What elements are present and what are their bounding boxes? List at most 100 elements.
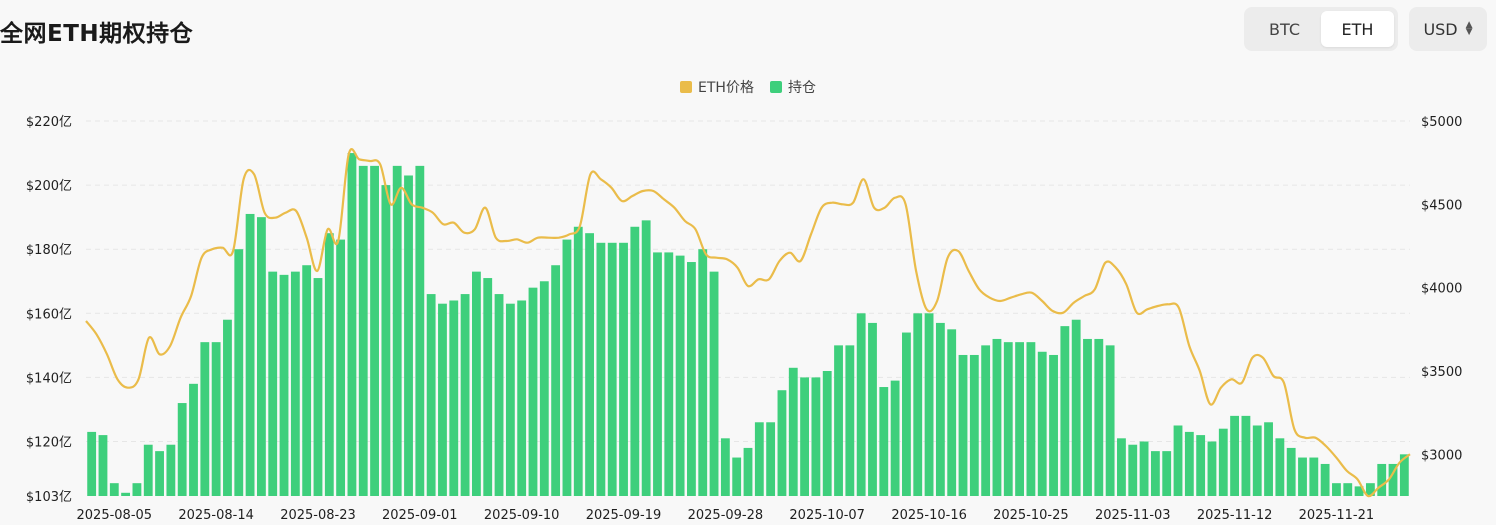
oi-bar[interactable] <box>290 271 300 496</box>
oi-bar[interactable] <box>245 213 255 496</box>
oi-bar[interactable] <box>653 252 662 496</box>
currency-select[interactable]: USD ▲ ▼ <box>1409 7 1487 51</box>
oi-bar[interactable] <box>528 287 538 496</box>
oi-bar[interactable] <box>1128 444 1138 496</box>
oi-bar[interactable] <box>1298 457 1307 496</box>
oi-bar[interactable] <box>902 332 911 496</box>
oi-bar[interactable] <box>596 242 606 496</box>
oi-bar[interactable] <box>1252 425 1262 496</box>
oi-bar[interactable] <box>539 281 549 496</box>
oi-bar[interactable] <box>358 165 368 496</box>
oi-bar[interactable] <box>381 185 391 496</box>
oi-bar[interactable] <box>890 380 900 496</box>
oi-bar[interactable] <box>494 294 504 496</box>
oi-bar[interactable] <box>1071 319 1081 496</box>
oi-bar[interactable] <box>87 431 97 496</box>
oi-bar[interactable] <box>1377 463 1387 496</box>
oi-bar[interactable] <box>1230 415 1240 496</box>
oi-bar[interactable] <box>347 153 357 497</box>
oi-bar[interactable] <box>1286 447 1296 496</box>
oi-bar[interactable] <box>992 338 1002 496</box>
oi-bar[interactable] <box>720 438 730 496</box>
oi-bar[interactable] <box>211 342 221 496</box>
oi-bar[interactable] <box>619 242 628 496</box>
oi-bar[interactable] <box>1275 438 1285 496</box>
oi-bar[interactable] <box>505 303 515 496</box>
oi-bar[interactable] <box>1117 438 1126 496</box>
oi-bar[interactable] <box>1094 338 1104 496</box>
oi-bar[interactable] <box>155 451 164 496</box>
oi-bar[interactable] <box>392 165 402 496</box>
oi-bar[interactable] <box>664 252 674 496</box>
oi-bar[interactable] <box>1173 425 1183 496</box>
oi-bar[interactable] <box>969 354 979 496</box>
legend-item-oi[interactable]: 持仓 <box>769 77 816 97</box>
oi-bar[interactable] <box>1309 457 1319 496</box>
oi-bar[interactable] <box>1150 451 1160 496</box>
oi-bar[interactable] <box>607 242 617 496</box>
oi-bar[interactable] <box>754 422 764 496</box>
oi-bar[interactable] <box>438 303 447 496</box>
oi-bar[interactable] <box>1049 354 1058 496</box>
oi-bar[interactable] <box>256 217 266 496</box>
oi-bar[interactable] <box>868 322 877 496</box>
oi-bar[interactable] <box>166 444 176 496</box>
oi-bar[interactable] <box>336 239 346 496</box>
oi-bar[interactable] <box>1184 431 1194 496</box>
oi-bar[interactable] <box>1354 486 1364 496</box>
oi-bar[interactable] <box>675 255 685 496</box>
oi-bar[interactable] <box>1388 463 1398 496</box>
oi-bar[interactable] <box>766 422 776 496</box>
oi-bar[interactable] <box>562 239 572 496</box>
oi-bar[interactable] <box>1320 463 1330 496</box>
oi-bar[interactable] <box>1241 415 1251 496</box>
oi-bar[interactable] <box>472 271 481 496</box>
oi-bar[interactable] <box>324 233 334 496</box>
oi-bar[interactable] <box>834 345 843 496</box>
oi-bar[interactable] <box>121 492 131 496</box>
oi-bar[interactable] <box>1060 326 1070 496</box>
oi-bar[interactable] <box>1105 345 1115 496</box>
oi-bar[interactable] <box>958 354 968 496</box>
oi-bar[interactable] <box>641 220 651 497</box>
oi-bar[interactable] <box>573 226 583 496</box>
oi-bar[interactable] <box>743 447 753 496</box>
oi-bar[interactable] <box>279 274 289 496</box>
oi-bar[interactable] <box>1399 454 1409 496</box>
oi-bar[interactable] <box>709 271 719 496</box>
oi-bar[interactable] <box>132 483 142 496</box>
oi-bar[interactable] <box>1264 422 1273 496</box>
oi-bar[interactable] <box>981 345 991 496</box>
oi-bar[interactable] <box>1218 428 1228 496</box>
tab-btc[interactable]: BTC <box>1269 19 1300 39</box>
legend-item-price[interactable]: ETH价格 <box>680 77 754 97</box>
oi-bar[interactable] <box>698 249 708 496</box>
oi-bar[interactable] <box>1003 342 1013 496</box>
oi-bar[interactable] <box>143 444 153 496</box>
oi-bar[interactable] <box>1196 435 1206 496</box>
oi-bar[interactable] <box>1343 483 1353 496</box>
oi-bar[interactable] <box>460 294 470 496</box>
oi-bar[interactable] <box>856 313 866 496</box>
oi-bar[interactable] <box>517 300 527 496</box>
oi-bar[interactable] <box>1139 441 1149 496</box>
oi-bar[interactable] <box>585 233 594 496</box>
oi-bar[interactable] <box>935 322 945 496</box>
oi-bar[interactable] <box>822 371 832 496</box>
oi-bar[interactable] <box>1037 351 1047 496</box>
oi-bar[interactable] <box>1015 342 1025 496</box>
oi-bar[interactable] <box>879 387 889 496</box>
oi-bar[interactable] <box>800 377 809 496</box>
oi-bar[interactable] <box>313 278 323 496</box>
oi-bar[interactable] <box>551 265 561 496</box>
tab-eth[interactable]: ETH <box>1321 11 1394 47</box>
oi-bar[interactable] <box>223 319 232 496</box>
oi-bar[interactable] <box>426 294 436 496</box>
oi-bar[interactable] <box>947 329 957 496</box>
oi-bar[interactable] <box>1207 441 1217 496</box>
oi-bar[interactable] <box>1026 342 1036 496</box>
oi-bar[interactable] <box>1162 451 1172 496</box>
oi-bar[interactable] <box>845 345 855 496</box>
oi-bar[interactable] <box>811 377 821 496</box>
oi-bar[interactable] <box>177 403 187 496</box>
